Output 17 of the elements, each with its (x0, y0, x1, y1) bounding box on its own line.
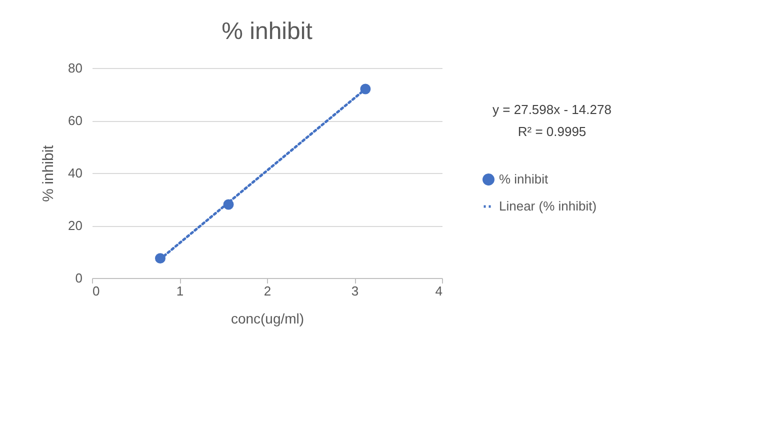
y-tick-label: 60 (68, 113, 82, 128)
y-tick-label: 20 (68, 218, 82, 233)
chart-title: % inhibit (222, 18, 313, 45)
x-tick-label: 3 (351, 284, 359, 298)
x-axis-title: conc(ug/ml) (230, 310, 304, 326)
y-tick-label: 80 (68, 60, 82, 76)
x-tick-label: 2 (264, 284, 272, 298)
x-tick-label: 1 (176, 284, 184, 298)
y-axis-title: % inhibit (40, 144, 58, 202)
x-tick-label: 0 (92, 284, 100, 298)
y-tick-label: 40 (68, 166, 82, 180)
text: y = 27.598x - 14.278 (492, 102, 612, 117)
y-tick-label: 0 (75, 270, 82, 286)
legend-label: Linear (% inhibit) (499, 198, 597, 214)
text: R² = 0.9995 (518, 124, 586, 139)
x-tick-label: 4 (435, 284, 442, 298)
legend-label: % inhibit (499, 172, 549, 186)
